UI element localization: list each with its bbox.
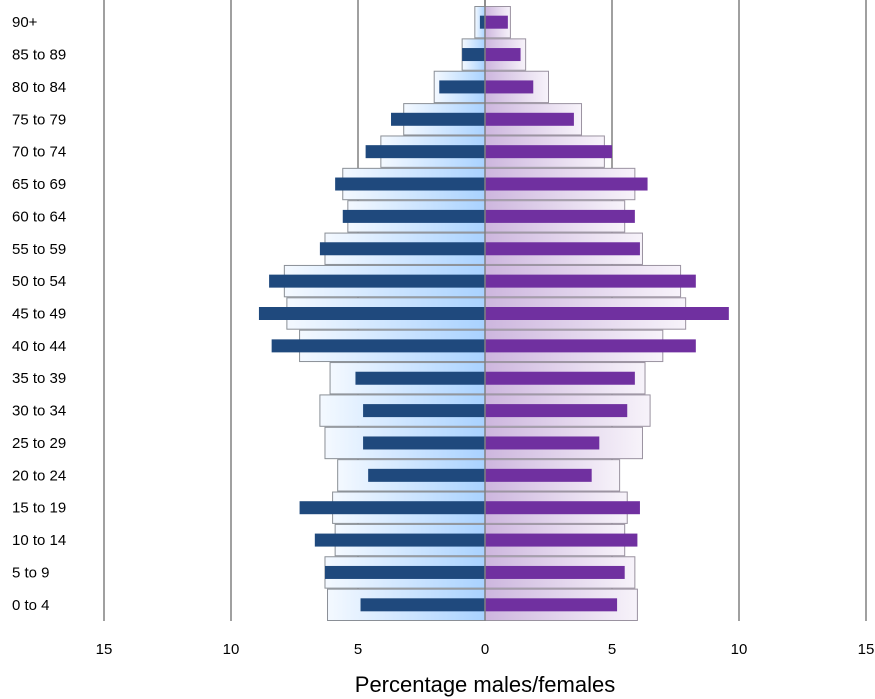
male-bar	[365, 145, 485, 159]
male-bar	[299, 501, 485, 515]
category-label: 70 to 74	[12, 144, 66, 161]
male-bar	[355, 371, 485, 385]
x-tick-label: 15	[858, 641, 875, 658]
category-label: 0 to 4	[12, 597, 50, 614]
male-bar	[360, 598, 485, 612]
female-bar	[485, 436, 600, 450]
category-label: 55 to 59	[12, 241, 66, 258]
male-bar	[342, 209, 485, 223]
female-bar	[485, 565, 625, 579]
female-bar	[485, 15, 508, 29]
category-label: 40 to 44	[12, 338, 66, 355]
male-bar	[324, 565, 485, 579]
category-label: 65 to 69	[12, 176, 66, 193]
male-bar	[314, 533, 485, 547]
x-tick-label: 5	[608, 641, 616, 658]
male-bar	[319, 242, 485, 256]
male-bar	[363, 436, 485, 450]
female-bar	[485, 501, 640, 515]
category-label: 45 to 49	[12, 306, 66, 323]
female-bar	[485, 468, 592, 482]
category-label: 15 to 19	[12, 500, 66, 517]
male-bar	[462, 48, 485, 62]
female-bar	[485, 371, 635, 385]
data-bars	[258, 0, 729, 621]
x-tick-label: 5	[354, 641, 362, 658]
x-axis-ticks: 15 10 5 0 5 10 15	[96, 641, 875, 658]
female-bar	[485, 177, 648, 191]
male-bar	[363, 404, 485, 418]
male-bar	[439, 80, 485, 94]
x-tick-label: 10	[731, 641, 748, 658]
category-label: 60 to 64	[12, 208, 66, 225]
female-bar	[485, 145, 612, 159]
male-bar	[335, 177, 485, 191]
female-bar	[485, 274, 696, 288]
category-label: 90+	[12, 14, 38, 31]
female-bar	[485, 80, 534, 94]
male-bar	[269, 274, 485, 288]
female-bar	[485, 339, 696, 353]
category-label: 5 to 9	[12, 564, 50, 581]
female-bar	[485, 533, 638, 547]
male-bar	[391, 112, 485, 126]
male-bar	[479, 15, 485, 29]
female-bar	[485, 242, 640, 256]
category-label: 75 to 79	[12, 111, 66, 128]
category-label: 85 to 89	[12, 47, 66, 64]
female-bar	[485, 209, 635, 223]
male-bar	[258, 307, 485, 320]
category-label: 80 to 84	[12, 79, 66, 96]
x-tick-label: 10	[223, 641, 240, 658]
category-label: 20 to 24	[12, 467, 66, 484]
category-labels: 90+ 85 to 89 80 to 84 75 to 79 70 to 74 65 to…	[12, 14, 66, 614]
female-bar	[485, 307, 729, 320]
female-bar	[485, 112, 574, 126]
male-bar	[271, 339, 485, 353]
x-tick-label: 15	[96, 641, 113, 658]
category-label: 35 to 39	[12, 370, 66, 387]
male-bar	[368, 468, 485, 482]
female-bar	[485, 404, 628, 418]
female-bar	[485, 48, 521, 62]
x-tick-label: 0	[481, 641, 489, 658]
category-label: 10 to 14	[12, 532, 66, 549]
category-label: 25 to 29	[12, 435, 66, 452]
category-label: 50 to 54	[12, 273, 66, 290]
category-label: 30 to 34	[12, 403, 66, 420]
x-axis-title: Percentage males/females	[355, 672, 615, 697]
female-bar	[485, 598, 618, 612]
